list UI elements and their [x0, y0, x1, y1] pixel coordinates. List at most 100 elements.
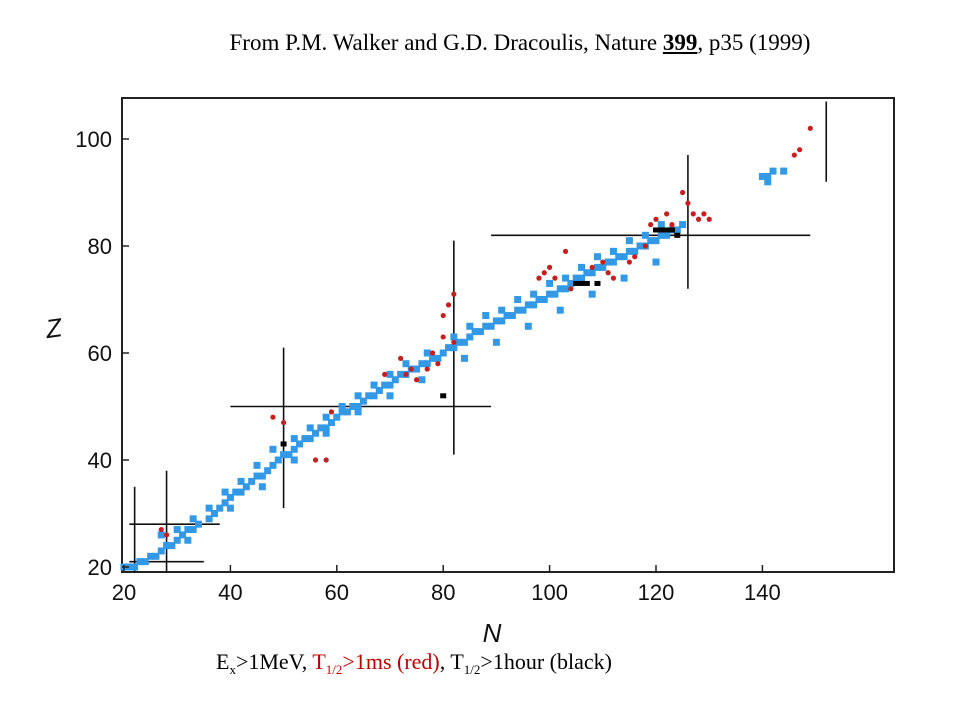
data-point-blue	[269, 461, 277, 469]
data-point-blue	[450, 333, 458, 341]
plot-frame	[121, 97, 895, 573]
y-axis-title: Z	[43, 312, 65, 344]
data-point-blue	[450, 344, 458, 352]
data-point-blue	[232, 488, 240, 496]
data-point-red	[664, 211, 670, 217]
data-point-blue	[184, 536, 192, 544]
data-point-blue	[599, 263, 607, 271]
data-point-blue	[317, 424, 325, 432]
data-point-blue	[333, 413, 341, 421]
y-tick-label: 100	[75, 127, 112, 152]
data-point-blue	[381, 381, 389, 389]
data-point-red	[791, 152, 797, 158]
data-point-blue	[184, 526, 192, 534]
data-point-blue	[657, 231, 665, 239]
data-point-red	[312, 457, 319, 463]
data-point-red	[632, 254, 638, 260]
data-point-blue	[226, 493, 234, 501]
data-point-blue	[593, 263, 601, 271]
data-point-blue	[402, 360, 410, 368]
data-point-black	[668, 227, 675, 233]
data-point-blue	[147, 552, 155, 560]
data-point-blue	[562, 274, 570, 282]
data-point-blue	[588, 269, 596, 277]
data-point-blue	[375, 386, 383, 394]
data-point-blue	[365, 392, 373, 400]
data-point-red	[706, 216, 712, 222]
data-point-blue	[370, 392, 378, 400]
data-point-red	[451, 291, 457, 297]
data-point-blue	[285, 451, 293, 459]
data-point-blue	[391, 376, 399, 384]
data-point-blue	[487, 322, 495, 330]
data-point-red	[552, 275, 558, 281]
data-point-blue	[226, 504, 234, 512]
data-point-blue	[258, 483, 266, 491]
data-point-blue	[322, 424, 330, 432]
data-point-blue	[322, 413, 330, 421]
data-point-blue	[583, 269, 591, 277]
data-point-blue	[290, 435, 298, 443]
red-series	[158, 125, 813, 538]
data-point-blue	[354, 408, 362, 416]
data-point-blue	[237, 488, 245, 496]
data-point-blue	[131, 563, 139, 571]
data-point-blue	[253, 461, 261, 469]
data-point-blue	[439, 349, 447, 357]
data-point-blue	[567, 279, 575, 287]
data-point-red	[445, 302, 452, 308]
data-point-blue	[179, 531, 187, 539]
data-point-blue	[588, 290, 596, 298]
data-point-blue	[386, 381, 394, 389]
data-point-blue	[280, 451, 288, 459]
data-point-blue	[609, 247, 617, 255]
data-point-blue	[476, 328, 484, 336]
data-point-blue	[578, 263, 586, 271]
data-point-blue	[524, 301, 532, 309]
data-point-blue	[503, 312, 511, 320]
data-point-blue	[189, 526, 197, 534]
data-point-blue	[354, 403, 362, 410]
data-point-blue	[157, 547, 165, 555]
y-tick-label: 20	[88, 555, 112, 580]
data-point-blue	[593, 253, 601, 261]
data-point-black	[573, 280, 580, 286]
x-tick-label: 120	[638, 580, 675, 605]
data-point-red	[414, 377, 420, 383]
data-point-blue	[769, 167, 777, 175]
data-point-blue	[290, 456, 298, 464]
data-point-red	[685, 200, 691, 206]
data-point-blue	[482, 312, 490, 320]
data-point-blue	[258, 472, 266, 480]
data-point-blue	[663, 231, 671, 239]
data-point-red	[424, 366, 430, 372]
data-point-blue	[609, 258, 617, 266]
data-point-blue	[620, 253, 628, 261]
data-point-blue	[248, 477, 256, 485]
magic-number-lines	[129, 101, 828, 573]
data-point-red	[690, 211, 696, 217]
data-point-blue	[301, 435, 309, 443]
data-point-blue	[546, 290, 554, 298]
y-tick-label: 60	[88, 341, 112, 366]
data-point-black	[578, 280, 585, 286]
legend-caption: Ex>1MeV, T1/2>1ms (red), T1/2>1hour (bla…	[216, 649, 612, 677]
data-point-blue	[466, 322, 474, 330]
data-point-blue	[652, 258, 660, 266]
data-point-blue	[221, 488, 229, 496]
data-point-blue	[508, 312, 516, 320]
data-point-black	[658, 227, 665, 233]
data-point-red	[281, 419, 287, 426]
data-point-blue	[264, 467, 272, 475]
data-point-blue	[173, 526, 181, 534]
data-point-red	[589, 264, 595, 270]
data-point-blue	[604, 258, 612, 266]
data-point-blue	[636, 242, 644, 250]
data-point-blue	[306, 424, 314, 432]
data-point-red	[536, 275, 542, 281]
x-axis-title: N	[483, 618, 502, 648]
data-point-blue	[492, 338, 500, 346]
data-point-black	[594, 280, 601, 286]
data-point-blue	[306, 435, 314, 443]
data-point-blue	[216, 504, 224, 512]
